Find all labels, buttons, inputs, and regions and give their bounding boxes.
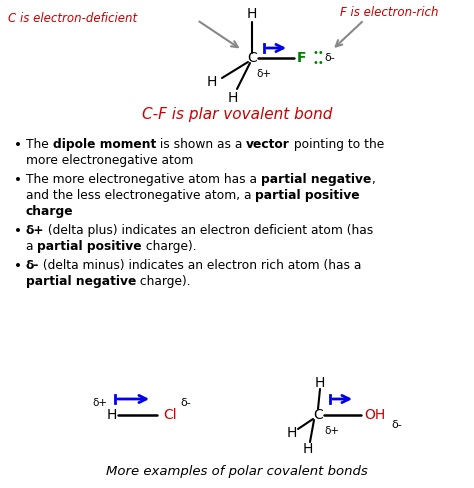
- Text: charge).: charge).: [142, 240, 197, 253]
- Text: H: H: [207, 75, 217, 89]
- Text: charge: charge: [26, 205, 73, 218]
- Text: δ-: δ-: [324, 53, 335, 63]
- Text: and the less electronegative atom, a: and the less electronegative atom, a: [26, 189, 255, 202]
- Text: δ+: δ+: [26, 224, 45, 237]
- Text: •: •: [14, 259, 22, 273]
- Text: H: H: [228, 91, 238, 105]
- Text: (delta minus) indicates an electron rich atom (has a: (delta minus) indicates an electron rich…: [39, 259, 362, 272]
- Text: H: H: [315, 376, 325, 390]
- Text: partial positive: partial positive: [255, 189, 360, 202]
- Text: δ+: δ+: [256, 69, 271, 79]
- Text: δ-: δ-: [181, 398, 191, 408]
- Text: ,: ,: [371, 173, 375, 186]
- Text: dipole moment: dipole moment: [53, 138, 156, 151]
- Text: •: •: [14, 138, 22, 152]
- Text: More examples of polar covalent bonds: More examples of polar covalent bonds: [106, 466, 368, 479]
- Text: H: H: [303, 442, 313, 456]
- Text: Cl: Cl: [163, 408, 177, 422]
- Text: H: H: [107, 408, 117, 422]
- Text: ••: ••: [313, 58, 325, 68]
- Text: The: The: [26, 138, 53, 151]
- Text: H: H: [287, 426, 297, 440]
- Text: •: •: [14, 224, 22, 238]
- Text: F: F: [297, 51, 307, 65]
- Text: pointing to the: pointing to the: [290, 138, 384, 151]
- Text: δ-: δ-: [391, 420, 402, 430]
- Text: OH: OH: [365, 408, 386, 422]
- Text: partial negative: partial negative: [26, 275, 137, 288]
- Text: ••: ••: [313, 48, 325, 58]
- Text: more electronegative atom: more electronegative atom: [26, 154, 193, 167]
- Text: partial negative: partial negative: [261, 173, 371, 186]
- Text: a: a: [26, 240, 37, 253]
- Text: is shown as a: is shown as a: [156, 138, 246, 151]
- Text: C: C: [247, 51, 257, 65]
- Text: δ+: δ+: [324, 426, 339, 436]
- Text: C-F is plar vovalent bond: C-F is plar vovalent bond: [142, 107, 332, 122]
- Text: (delta plus) indicates an electron deficient atom (has: (delta plus) indicates an electron defic…: [45, 224, 374, 237]
- Text: •: •: [14, 173, 22, 187]
- Text: vector: vector: [246, 138, 290, 151]
- Text: The more electronegative atom has a: The more electronegative atom has a: [26, 173, 261, 186]
- Text: H: H: [247, 7, 257, 21]
- Text: C: C: [313, 408, 323, 422]
- Text: δ-: δ-: [26, 259, 39, 272]
- Text: C is electron-deficient: C is electron-deficient: [8, 12, 137, 24]
- Text: F is electron-rich: F is electron-rich: [340, 5, 438, 19]
- Text: charge).: charge).: [137, 275, 191, 288]
- Text: δ+: δ+: [92, 398, 108, 408]
- Text: partial positive: partial positive: [37, 240, 142, 253]
